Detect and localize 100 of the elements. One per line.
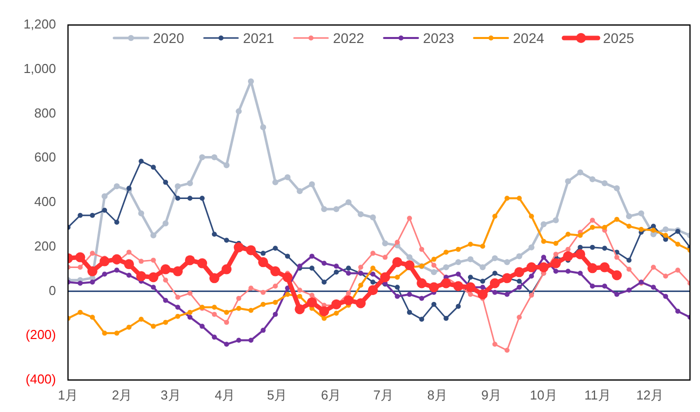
point <box>260 290 266 295</box>
point <box>456 272 461 277</box>
x-tick-label: 11月 <box>584 387 611 402</box>
point <box>334 264 339 269</box>
point <box>199 154 206 160</box>
point <box>575 249 586 260</box>
point <box>175 196 180 201</box>
point <box>112 254 122 264</box>
point <box>441 278 452 288</box>
point <box>614 292 620 297</box>
point <box>187 310 192 315</box>
point <box>309 266 314 271</box>
point <box>578 270 583 276</box>
point <box>675 242 680 247</box>
point <box>455 259 462 266</box>
point <box>175 294 180 300</box>
point <box>492 214 498 219</box>
x-tick-label: 9月 <box>481 387 502 402</box>
point <box>675 268 680 273</box>
point <box>224 310 230 315</box>
point <box>322 260 327 266</box>
point <box>175 304 180 310</box>
point <box>90 250 95 256</box>
point <box>416 278 427 288</box>
legend-label: 2021 <box>243 30 274 46</box>
point <box>248 338 254 343</box>
point <box>404 260 414 270</box>
point <box>468 274 473 280</box>
legend-label: 2023 <box>423 30 454 46</box>
y-tick-label: 0 <box>48 282 56 298</box>
x-tick-label: 5月 <box>266 387 288 402</box>
point <box>224 162 230 168</box>
point <box>163 278 168 283</box>
point <box>346 270 352 276</box>
point <box>358 211 364 218</box>
point <box>260 302 266 307</box>
point <box>431 256 436 262</box>
point <box>308 181 315 188</box>
point <box>516 196 522 201</box>
point <box>516 278 522 284</box>
point <box>626 224 632 229</box>
point <box>114 330 120 336</box>
y-tick-label: 800 <box>34 105 56 120</box>
point <box>356 298 366 308</box>
point <box>600 262 610 272</box>
point <box>382 240 388 246</box>
point <box>382 254 388 260</box>
point <box>590 218 595 223</box>
point <box>90 314 95 320</box>
point <box>285 292 290 297</box>
point <box>566 268 571 274</box>
point <box>148 272 158 282</box>
point <box>248 308 254 313</box>
point <box>453 281 464 292</box>
point <box>492 290 498 295</box>
point <box>528 214 534 219</box>
point <box>297 294 302 299</box>
point <box>124 259 134 270</box>
point <box>394 294 400 299</box>
point <box>602 284 608 289</box>
point <box>162 220 169 226</box>
point <box>224 238 230 243</box>
point <box>492 342 498 347</box>
point <box>150 164 156 170</box>
point <box>516 284 522 290</box>
x-tick-label: 4月 <box>214 387 235 402</box>
point <box>552 217 559 224</box>
point <box>490 278 500 288</box>
point <box>368 285 378 296</box>
point <box>538 262 549 272</box>
x-tick-label: 3月 <box>160 387 181 402</box>
point <box>492 255 498 262</box>
point <box>260 250 266 256</box>
point <box>577 169 584 176</box>
point <box>540 221 547 228</box>
point <box>309 254 314 259</box>
point <box>322 316 327 321</box>
point <box>175 314 180 319</box>
point <box>306 297 317 308</box>
point <box>550 258 561 268</box>
point <box>186 180 193 186</box>
point <box>492 270 498 276</box>
point <box>626 288 632 293</box>
point <box>234 242 244 252</box>
point <box>78 310 83 315</box>
point <box>258 257 268 268</box>
legend-label: 2025 <box>603 30 634 46</box>
point <box>197 258 208 268</box>
point <box>172 266 183 276</box>
point <box>322 280 327 285</box>
point <box>212 304 217 310</box>
point <box>114 220 120 225</box>
point <box>319 306 330 316</box>
point <box>222 264 232 274</box>
point <box>565 178 572 184</box>
point <box>87 266 98 276</box>
point <box>514 267 524 278</box>
point <box>663 294 668 299</box>
x-tick-label: 7月 <box>373 387 394 402</box>
point <box>456 304 461 309</box>
